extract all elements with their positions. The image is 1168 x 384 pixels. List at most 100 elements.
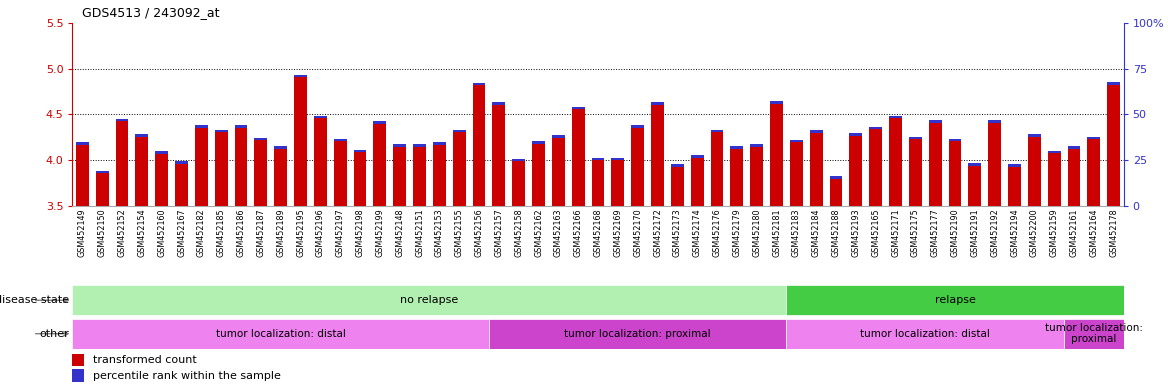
Text: tumor localization: proximal: tumor localization: proximal (564, 329, 711, 339)
Bar (255, 138, 267, 140)
Bar (631, 125, 644, 127)
Bar (215, 130, 228, 206)
Bar (294, 75, 307, 206)
Bar (730, 146, 743, 149)
Bar (552, 136, 565, 206)
Bar (829, 176, 842, 179)
Bar (489, 319, 786, 349)
Text: disease state: disease state (0, 295, 69, 305)
Bar (334, 139, 347, 141)
Text: tumor localization:
proximal: tumor localization: proximal (1045, 323, 1142, 344)
Bar (770, 101, 783, 104)
Text: percentile rank within the sample: percentile rank within the sample (93, 371, 281, 381)
Bar (394, 144, 406, 147)
Bar (809, 131, 822, 206)
Bar (1048, 151, 1061, 153)
Bar (116, 119, 128, 121)
Text: tumor localization: distal: tumor localization: distal (861, 329, 990, 339)
Bar (1048, 151, 1061, 206)
Bar (513, 159, 526, 206)
Text: transformed count: transformed count (93, 355, 197, 365)
Bar (750, 144, 763, 147)
Bar (453, 130, 466, 206)
Bar (730, 146, 743, 206)
Bar (770, 102, 783, 206)
Bar (552, 135, 565, 137)
Bar (786, 285, 1124, 315)
Bar (909, 137, 922, 206)
Text: tumor localization: distal: tumor localization: distal (216, 329, 346, 339)
Bar (690, 155, 703, 158)
Bar (968, 163, 981, 166)
Bar (76, 143, 89, 206)
Bar (1107, 82, 1120, 84)
Bar (354, 150, 367, 152)
Bar (591, 158, 605, 161)
Bar (849, 134, 862, 206)
Bar (433, 143, 446, 206)
Bar (473, 83, 486, 86)
Bar (374, 121, 387, 124)
Bar (948, 139, 961, 141)
Text: no relapse: no relapse (401, 295, 459, 305)
Bar (670, 165, 683, 206)
Bar (314, 116, 327, 206)
Bar (1008, 164, 1021, 167)
Bar (710, 130, 723, 206)
Bar (513, 159, 526, 161)
Bar (374, 122, 387, 206)
Bar (1068, 146, 1080, 206)
Bar (869, 127, 882, 206)
Bar (354, 150, 367, 206)
Bar (255, 138, 267, 206)
Bar (533, 142, 545, 206)
Bar (96, 170, 109, 173)
Bar (533, 141, 545, 144)
Bar (195, 125, 208, 127)
Bar (72, 354, 84, 366)
Bar (175, 162, 188, 164)
Bar (155, 152, 168, 206)
Bar (175, 162, 188, 206)
Bar (889, 116, 902, 206)
Bar (710, 129, 723, 132)
Bar (135, 134, 148, 137)
Bar (473, 83, 486, 206)
Bar (651, 103, 663, 206)
Bar (948, 139, 961, 206)
Bar (690, 156, 703, 206)
Bar (195, 126, 208, 206)
Text: GDS4513 / 243092_at: GDS4513 / 243092_at (82, 6, 220, 19)
Bar (314, 116, 327, 118)
Bar (135, 134, 148, 206)
Bar (611, 158, 624, 161)
Bar (1087, 137, 1100, 139)
Bar (96, 171, 109, 206)
Bar (235, 125, 248, 127)
Bar (909, 137, 922, 139)
Text: relapse: relapse (934, 295, 975, 305)
Bar (433, 142, 446, 145)
Bar (670, 164, 683, 167)
Bar (829, 177, 842, 206)
Bar (493, 102, 506, 105)
Bar (750, 145, 763, 206)
Bar (155, 151, 168, 154)
Bar (72, 319, 489, 349)
Bar (849, 133, 862, 136)
Bar (116, 119, 128, 206)
Bar (1064, 319, 1124, 349)
Bar (591, 158, 605, 206)
Bar (72, 369, 84, 382)
Bar (215, 129, 228, 132)
Bar (968, 164, 981, 206)
Bar (572, 107, 585, 109)
Bar (1028, 134, 1041, 206)
Bar (631, 126, 644, 206)
Bar (274, 146, 287, 206)
Bar (274, 146, 287, 149)
Bar (929, 121, 941, 206)
Bar (1028, 134, 1041, 137)
Bar (1107, 83, 1120, 206)
Bar (413, 145, 426, 206)
